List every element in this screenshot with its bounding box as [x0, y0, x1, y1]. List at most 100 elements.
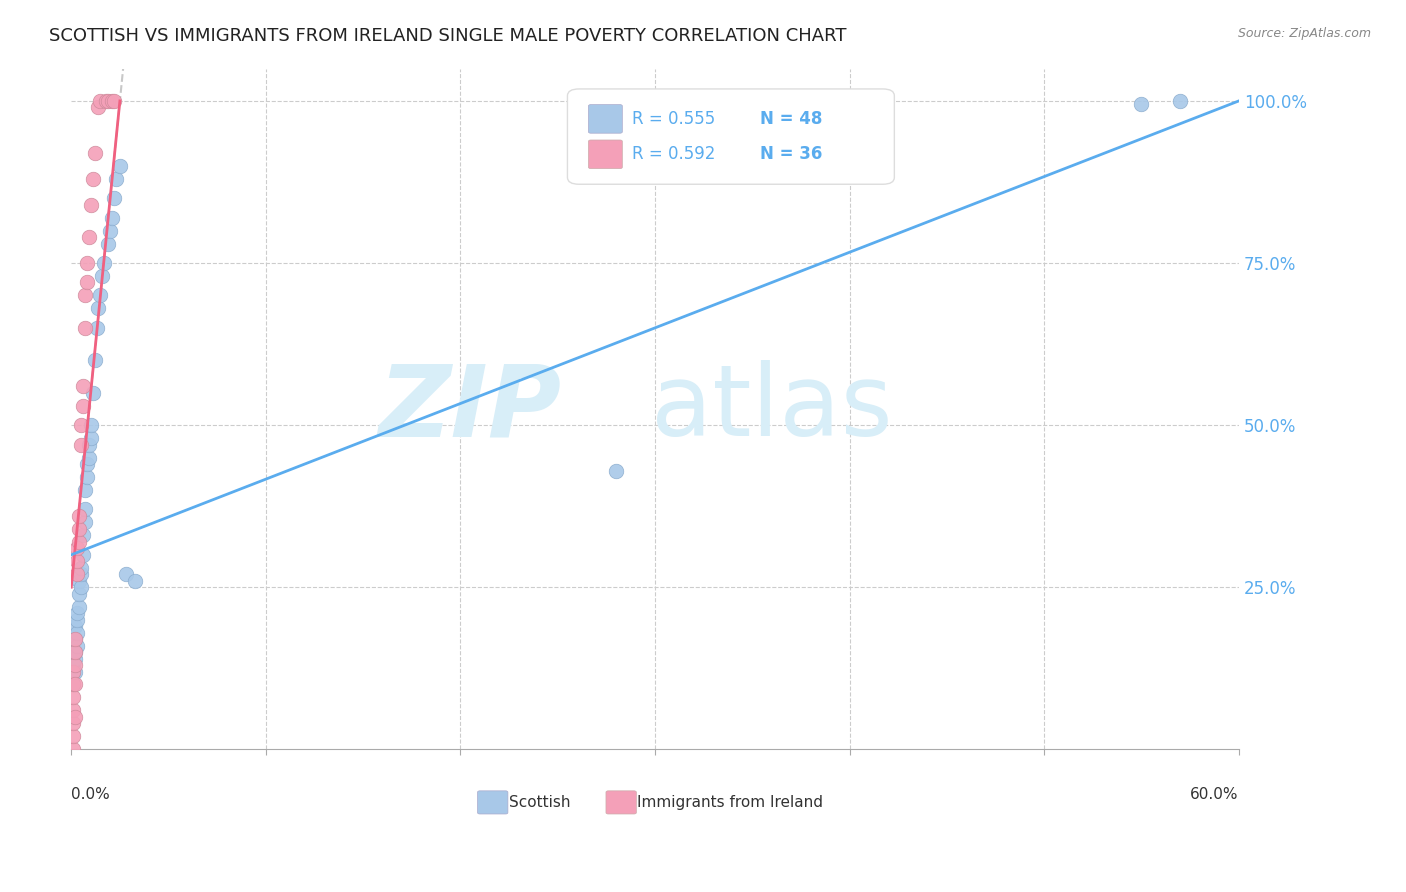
Point [62, 729, 84, 743]
Point [66, 639, 89, 653]
Text: SCOTTISH VS IMMIGRANTS FROM IRELAND SINGLE MALE POVERTY CORRELATION CHART: SCOTTISH VS IMMIGRANTS FROM IRELAND SING… [49, 27, 846, 45]
Point [63, 651, 86, 665]
Point [96, 94, 118, 108]
Point [72, 379, 94, 393]
Point [62, 665, 84, 679]
Point [62, 677, 84, 691]
Text: N = 36: N = 36 [761, 145, 823, 163]
Point [70, 418, 93, 433]
Text: R = 0.592: R = 0.592 [631, 145, 716, 163]
Point [108, 159, 131, 173]
Point [62, 645, 84, 659]
Point [1170, 94, 1192, 108]
Point [62, 703, 84, 717]
Point [67, 587, 90, 601]
Point [80, 197, 103, 211]
Point [63, 677, 86, 691]
Point [63, 632, 86, 646]
Text: Source: ZipAtlas.com: Source: ZipAtlas.com [1237, 27, 1371, 40]
Point [93, 256, 115, 270]
Point [73, 516, 96, 530]
Point [73, 483, 96, 497]
Point [63, 632, 86, 646]
Point [124, 574, 146, 588]
FancyBboxPatch shape [589, 104, 623, 133]
Point [66, 554, 89, 568]
FancyBboxPatch shape [478, 791, 508, 814]
Point [76, 276, 98, 290]
Point [89, 94, 111, 108]
Point [89, 288, 111, 302]
Point [72, 548, 94, 562]
FancyBboxPatch shape [606, 791, 637, 814]
Point [67, 508, 90, 523]
FancyBboxPatch shape [568, 89, 894, 185]
Point [103, 94, 125, 108]
Point [67, 522, 90, 536]
Point [87, 301, 110, 316]
Text: 60.0%: 60.0% [1191, 787, 1239, 802]
Point [62, 742, 84, 756]
Point [70, 567, 93, 582]
Point [67, 599, 90, 614]
Point [77, 450, 100, 465]
Point [80, 418, 103, 433]
Point [73, 502, 96, 516]
Point [63, 658, 86, 673]
Point [76, 470, 98, 484]
Point [82, 171, 104, 186]
Point [63, 710, 86, 724]
Point [76, 256, 98, 270]
Point [66, 567, 89, 582]
Point [98, 224, 121, 238]
Text: atlas: atlas [651, 360, 893, 458]
Point [66, 606, 89, 620]
Text: ZIP: ZIP [378, 360, 561, 458]
Point [87, 100, 110, 114]
Point [70, 437, 93, 451]
Point [62, 658, 84, 673]
Text: 0.0%: 0.0% [72, 787, 110, 802]
Point [1130, 97, 1153, 112]
Point [70, 580, 93, 594]
Point [105, 171, 128, 186]
Point [114, 567, 136, 582]
Point [77, 437, 100, 451]
Point [62, 665, 84, 679]
Point [72, 399, 94, 413]
Text: Immigrants from Ireland: Immigrants from Ireland [637, 795, 824, 810]
Point [101, 211, 124, 225]
Point [101, 94, 124, 108]
Point [97, 236, 120, 251]
Point [83, 145, 105, 160]
Point [76, 457, 98, 471]
Point [67, 574, 90, 588]
Point [72, 528, 94, 542]
Point [80, 431, 103, 445]
Point [97, 94, 120, 108]
Point [66, 541, 89, 556]
Point [82, 385, 104, 400]
Point [605, 463, 627, 477]
Point [83, 353, 105, 368]
Point [62, 690, 84, 705]
Point [63, 665, 86, 679]
Point [62, 677, 84, 691]
Point [103, 191, 125, 205]
Text: Scottish: Scottish [509, 795, 571, 810]
Point [67, 534, 90, 549]
FancyBboxPatch shape [589, 140, 623, 169]
Point [86, 321, 108, 335]
Point [91, 268, 114, 283]
Point [73, 321, 96, 335]
Point [63, 619, 86, 633]
Text: N = 48: N = 48 [761, 110, 823, 128]
Text: R = 0.555: R = 0.555 [631, 110, 714, 128]
Point [63, 645, 86, 659]
Point [73, 288, 96, 302]
Point [70, 561, 93, 575]
Point [77, 230, 100, 244]
Point [66, 613, 89, 627]
Point [62, 716, 84, 731]
Point [66, 625, 89, 640]
